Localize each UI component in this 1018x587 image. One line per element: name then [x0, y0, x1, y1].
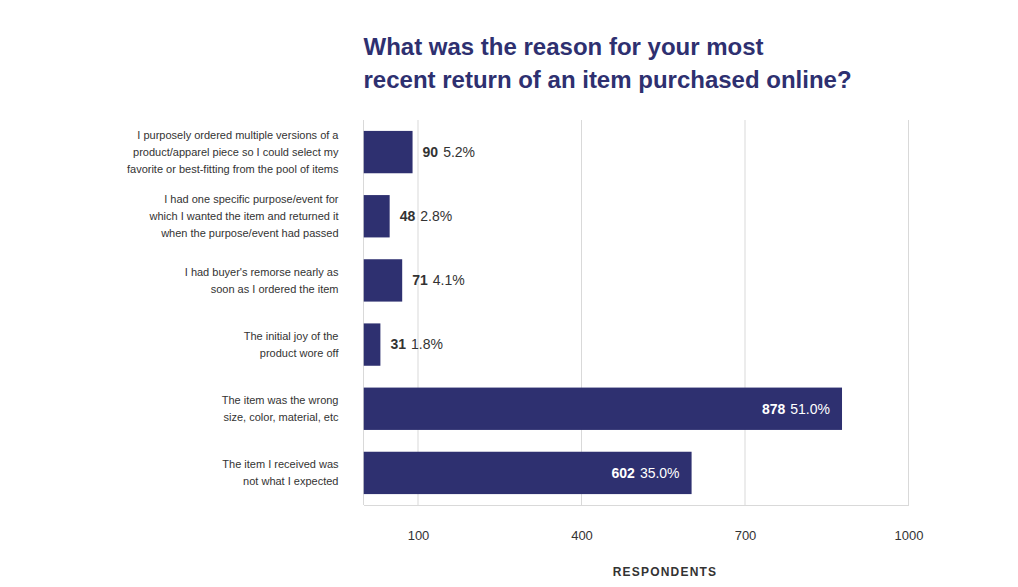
bar — [364, 195, 390, 237]
grid-line — [418, 120, 419, 505]
category-label-line: product wore off — [260, 347, 340, 359]
plot-frame-left — [363, 120, 364, 505]
x-axis: 100 400 700 1000 — [364, 505, 923, 543]
category-label-line: The item I received was — [222, 458, 339, 470]
bar — [364, 259, 403, 301]
data-label: 905.2% — [423, 144, 476, 160]
bar — [364, 452, 692, 494]
category-label-line: which I wanted the item and returned it — [149, 210, 339, 222]
title: What was the reason for your most recent … — [364, 33, 852, 93]
bars — [364, 131, 843, 494]
tick-label: 100 — [408, 528, 430, 543]
category-label-line: soon as I ordered the item — [211, 283, 339, 295]
x-axis-title: RESPONDENTS — [613, 565, 718, 579]
bar — [364, 323, 381, 365]
data-label-share: 1.8% — [411, 336, 443, 352]
tick-label: 700 — [735, 528, 757, 543]
category-label: I purposely ordered multiple versions of… — [127, 129, 339, 175]
category-label: The initial joy of the product wore off — [244, 330, 340, 359]
tick: 100 — [408, 505, 430, 543]
category-label-line: The initial joy of the — [244, 330, 339, 342]
data-label: 60235.0% — [612, 465, 680, 481]
category-label: The item I received was not what I expect… — [222, 458, 339, 487]
data-label: 482.8% — [400, 208, 453, 224]
data-label: 31 1.8% — [390, 336, 443, 352]
grid — [364, 120, 909, 505]
category-label-line: not what I expected — [243, 475, 338, 487]
title-line: recent return of an item purchased onlin… — [364, 66, 852, 93]
category-label-line: The item was the wrong — [222, 394, 339, 406]
category-label-line: when the purpose/event had passed — [160, 227, 338, 239]
category-label-line: favorite or best-fitting from the pool o… — [127, 163, 339, 175]
tick-label: 400 — [571, 528, 593, 543]
data-label-value: 602 — [612, 465, 636, 481]
category-label-line: I had buyer's remorse nearly as — [185, 266, 339, 278]
bar — [364, 131, 413, 173]
data-label-share: 2.8% — [420, 208, 452, 224]
data-label-share: 35.0% — [640, 465, 680, 481]
category-label: The item was the wrong size, color, mater… — [222, 394, 339, 423]
tick: 700 — [735, 505, 757, 543]
tick-label: 1000 — [895, 528, 924, 543]
category-label-line: product/apparel piece so I could select … — [133, 146, 339, 158]
data-label-value: 71 — [412, 272, 428, 288]
data-label-value: 878 — [762, 401, 786, 417]
data-label: 87851.0% — [762, 401, 830, 417]
category-label: I had buyer's remorse nearly as soon as I… — [185, 266, 339, 295]
chart-svg: What was the reason for your most recent … — [0, 0, 1018, 587]
category-label-line: size, color, material, etc — [224, 411, 339, 423]
data-label-share: 51.0% — [790, 401, 830, 417]
grid-line — [581, 120, 582, 505]
category-labels: I purposely ordered multiple versions of… — [127, 129, 339, 487]
tick: 1000 — [895, 505, 924, 543]
data-label: 71 4.1% — [412, 272, 465, 288]
data-label-value: 48 — [400, 208, 416, 224]
data-label-value: 90 — [423, 144, 439, 160]
grid-line — [908, 120, 909, 505]
tick: 400 — [571, 505, 593, 543]
data-label-value: 31 — [390, 336, 406, 352]
category-label-line: I had one specific purpose/event for — [164, 193, 339, 205]
category-label: I had one specific purpose/event for whic… — [149, 193, 339, 239]
title-line: What was the reason for your most — [364, 33, 764, 60]
axis-line — [364, 505, 909, 506]
category-label-line: I purposely ordered multiple versions of… — [137, 129, 339, 141]
bar — [364, 388, 843, 430]
grid-line — [745, 120, 746, 505]
chart-container: What was the reason for your most recent … — [0, 0, 1018, 587]
data-labels: 905.2% 482.8% 71 4.1% 31 1.8% 87851.0% 60235.0% — [390, 144, 830, 481]
data-label-share: 4.1% — [433, 272, 465, 288]
data-label-share: 5.2% — [443, 144, 475, 160]
